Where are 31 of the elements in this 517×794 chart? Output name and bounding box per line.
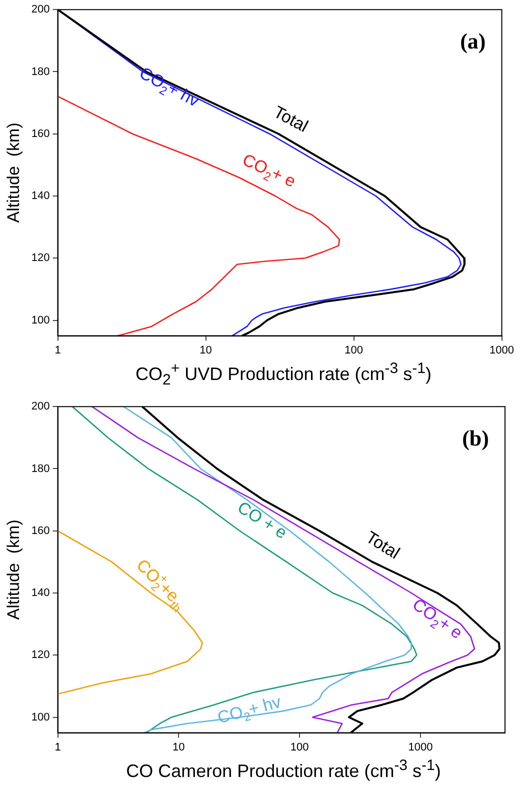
y-tick-label: 200 — [31, 4, 50, 16]
y-tick-label: 140 — [31, 587, 50, 600]
text: CO + e — [234, 498, 290, 543]
y-tick-label: 140 — [31, 190, 50, 202]
y-tick-label: 100 — [31, 314, 50, 326]
x-tick-label: 1 — [54, 741, 61, 754]
y-tick-label: 160 — [31, 524, 50, 537]
y-tick-label: 200 — [31, 400, 50, 413]
x-tick-label: 1 — [54, 344, 61, 356]
annotation: (b) — [462, 425, 489, 450]
text: Total — [270, 102, 312, 136]
text: CO2+ e — [408, 594, 466, 643]
text: Total — [362, 528, 404, 563]
y-tick-label: 160 — [31, 128, 50, 140]
y-tick-label: 180 — [31, 66, 50, 78]
x-tick-label: 10 — [172, 741, 185, 754]
y-axis-title: Altitude (km) — [4, 122, 23, 223]
x-tick-label: 100 — [344, 344, 363, 356]
y-tick-label: 120 — [31, 649, 50, 662]
y-tick-label: 180 — [31, 462, 50, 475]
y-axis-title: Altitude (km) — [4, 520, 23, 620]
annotation: (a) — [460, 28, 486, 54]
x-axis-title: CO Cameron Production rate (cm$^{-3}$ s$^{-1}$) — [125, 757, 442, 782]
y-tick-label: 100 — [31, 711, 50, 724]
x-tick-label: 100 — [290, 741, 309, 754]
x-tick-label: 1000 — [490, 344, 514, 356]
x-tick-label: 1000 — [408, 741, 433, 754]
text: CO2+ e — [240, 150, 299, 192]
x-axis-title: CO$_{2}$$^{+}$ UVD Production rate (cm$^{-3}$ s$^{-1}$) — [134, 360, 432, 389]
x-tick-label: 10 — [200, 344, 212, 356]
y-tick-label: 120 — [31, 252, 50, 264]
